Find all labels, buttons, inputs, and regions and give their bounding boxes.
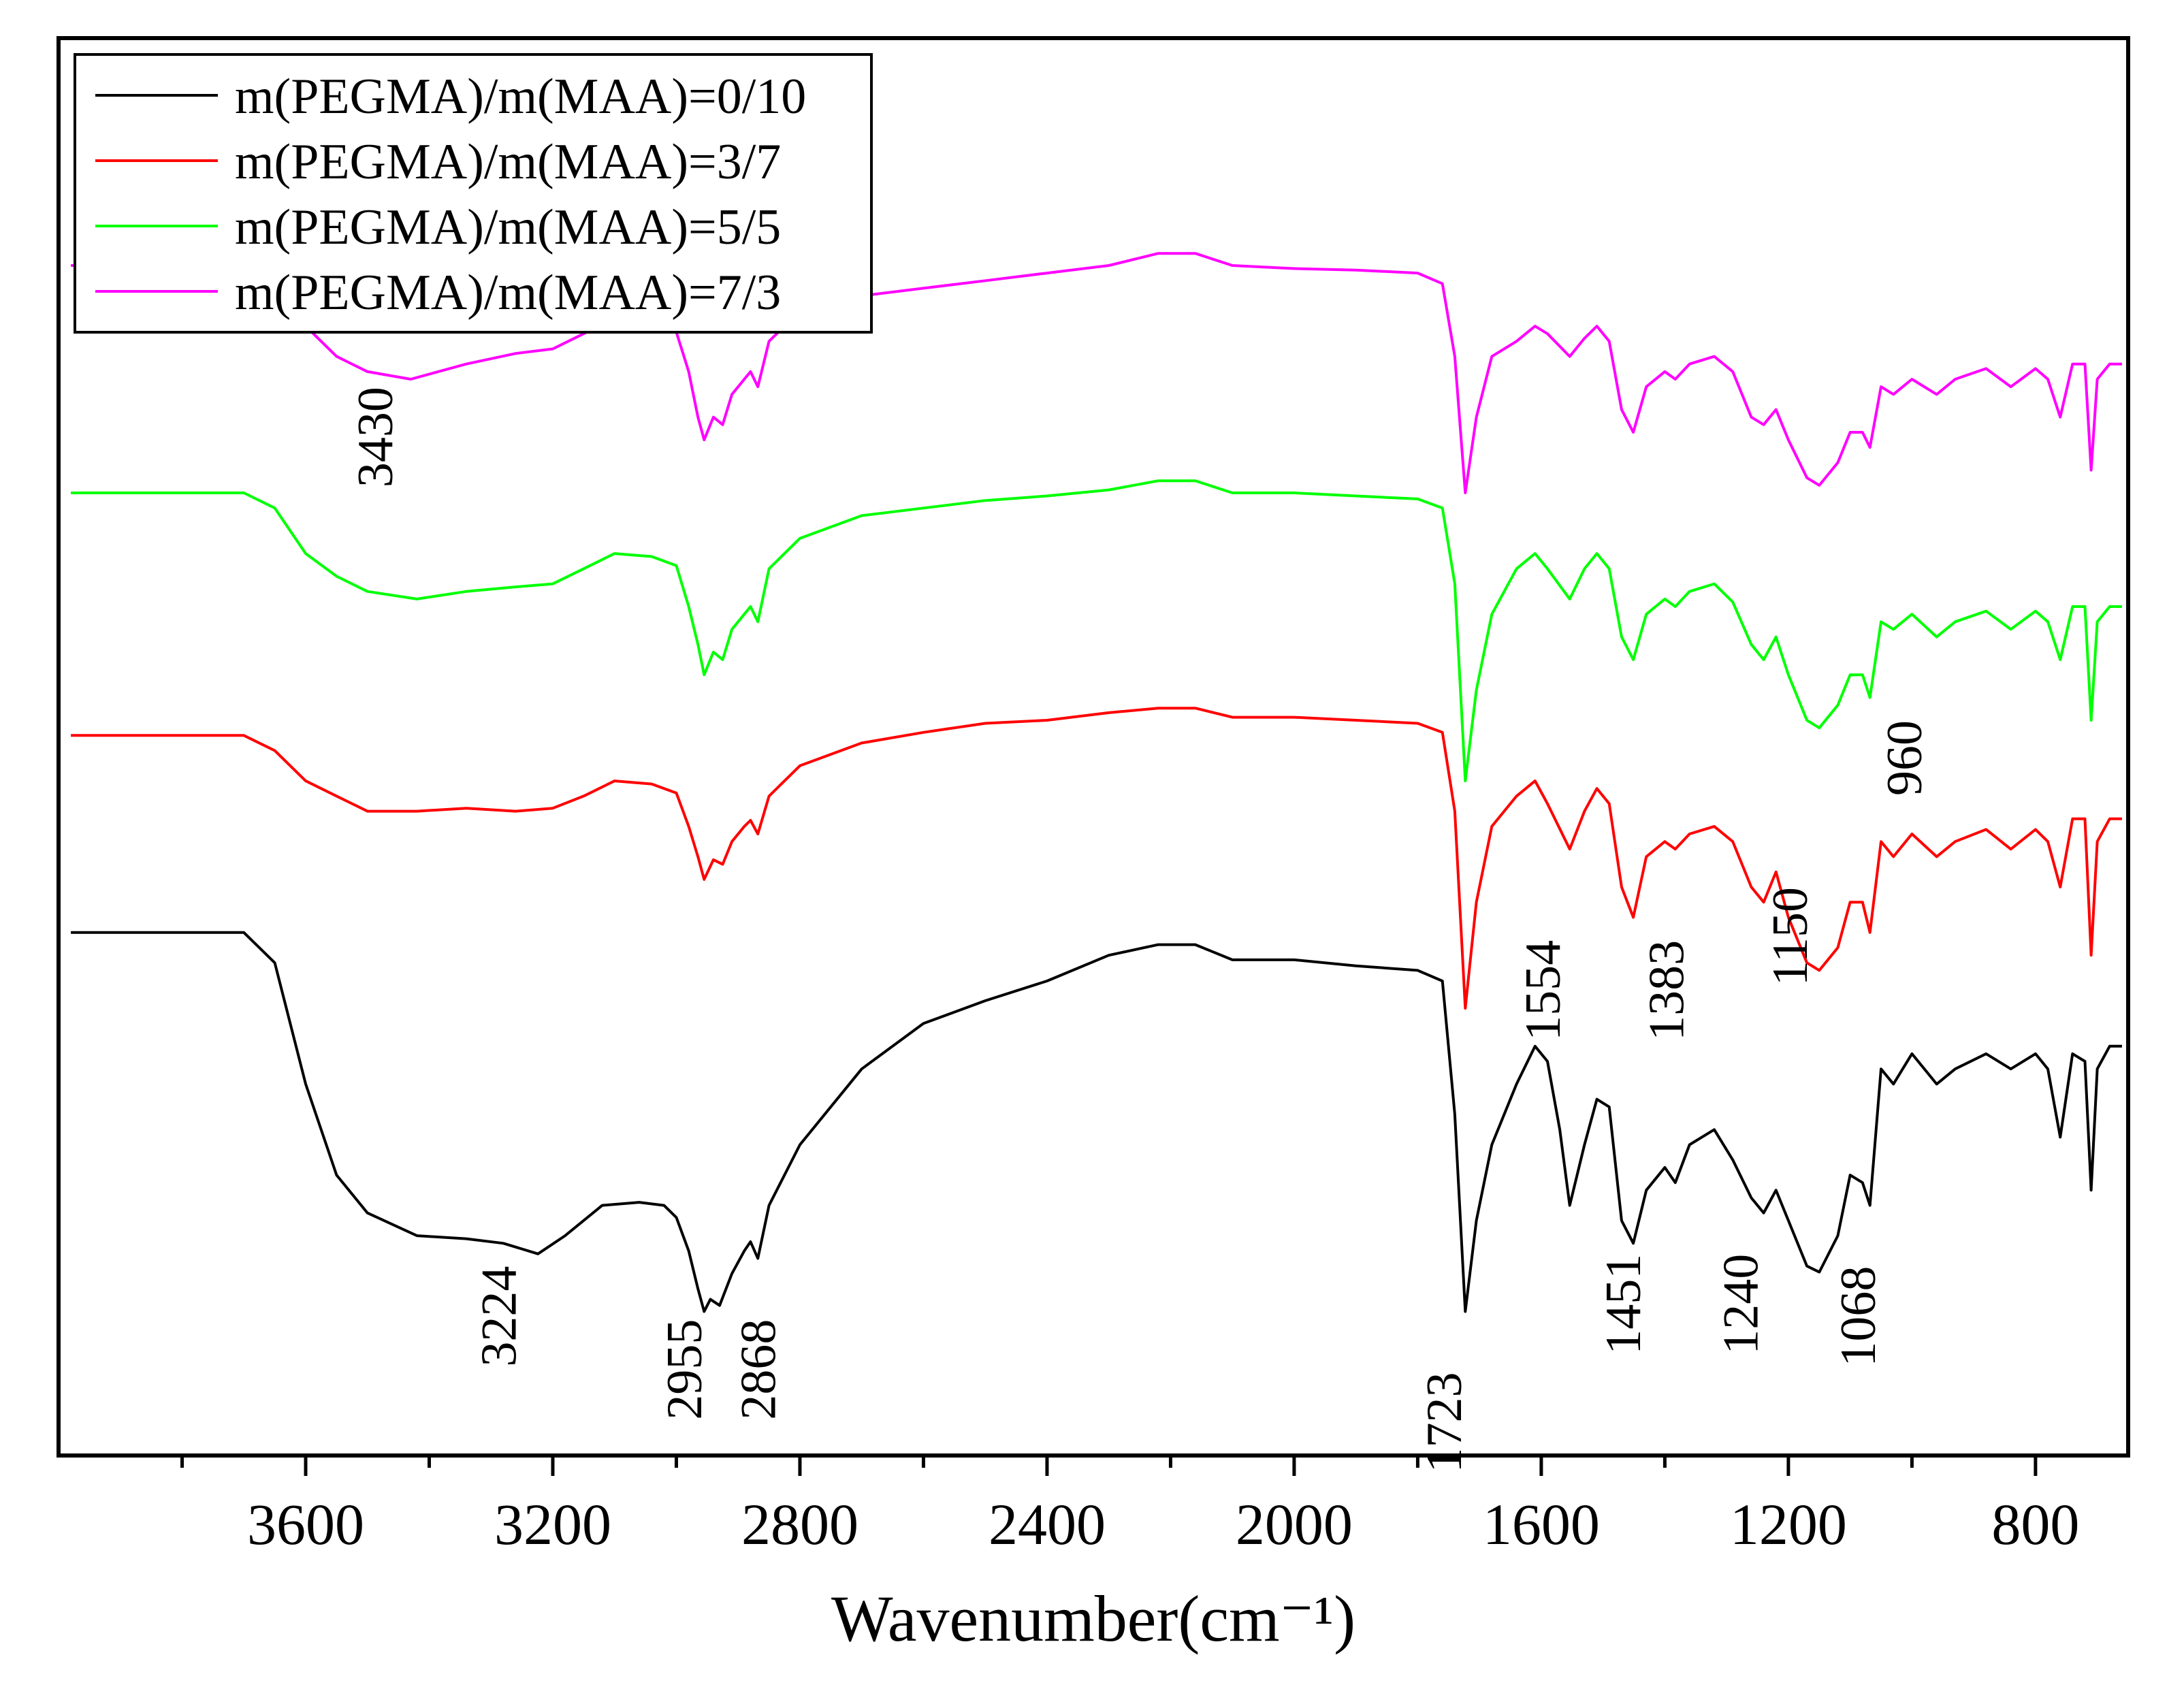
x-tick-label: 1200 bbox=[1730, 1492, 1847, 1557]
legend: m(PEGMA)/m(MAA)=0/10 m(PEGMA)/m(MAA)=3/7 m… bbox=[74, 53, 873, 334]
peak-label: 1240 bbox=[1714, 1254, 1769, 1355]
peak-label: 1068 bbox=[1831, 1266, 1886, 1367]
x-tick-label: 1600 bbox=[1483, 1492, 1600, 1557]
series-line-4 bbox=[71, 252, 2122, 494]
peak-label: 960 bbox=[1877, 720, 1933, 796]
peak-label: 3224 bbox=[471, 1266, 527, 1367]
plot-frame bbox=[57, 36, 2130, 1458]
series-line-2 bbox=[71, 707, 2122, 1010]
x-axis-label: Wavenumber(cm⁻¹) bbox=[831, 1582, 1355, 1655]
peak-label: 2868 bbox=[731, 1319, 787, 1420]
x-tick-label: 3600 bbox=[247, 1492, 364, 1557]
peak-annotations: 3430 3224 2955 2868 1723 1554 1451 1383 1240 1150… bbox=[348, 387, 1933, 1473]
peak-label: 1554 bbox=[1515, 940, 1571, 1041]
legend-label: m(PEGMA)/m(MAA)=3/7 bbox=[235, 134, 781, 190]
peak-label: 3430 bbox=[348, 387, 404, 487]
series-line-3 bbox=[71, 479, 2122, 783]
peak-label: 2955 bbox=[657, 1319, 713, 1420]
legend-label: m(PEGMA)/m(MAA)=0/10 bbox=[235, 69, 806, 125]
x-tick-label: 800 bbox=[1991, 1492, 2079, 1557]
x-tick-label: 2400 bbox=[989, 1492, 1106, 1557]
series-line-1 bbox=[71, 931, 2122, 1313]
peak-label: 1723 bbox=[1417, 1372, 1473, 1473]
x-tick-label: 2800 bbox=[741, 1492, 858, 1557]
series-layer bbox=[71, 252, 2122, 1313]
x-tick-label: 3200 bbox=[494, 1492, 611, 1557]
peak-label: 1451 bbox=[1596, 1254, 1652, 1355]
x-axis: 3600 3200 2800 2400 2000 1600 1200 800 bbox=[180, 1455, 2079, 1557]
legend-box bbox=[74, 53, 873, 334]
peak-label: 1383 bbox=[1639, 940, 1695, 1041]
peak-label: 1150 bbox=[1763, 887, 1818, 986]
x-tick-label: 2000 bbox=[1236, 1492, 1353, 1557]
legend-label: m(PEGMA)/m(MAA)=5/5 bbox=[235, 199, 781, 255]
legend-label: m(PEGMA)/m(MAA)=7/3 bbox=[235, 265, 781, 321]
